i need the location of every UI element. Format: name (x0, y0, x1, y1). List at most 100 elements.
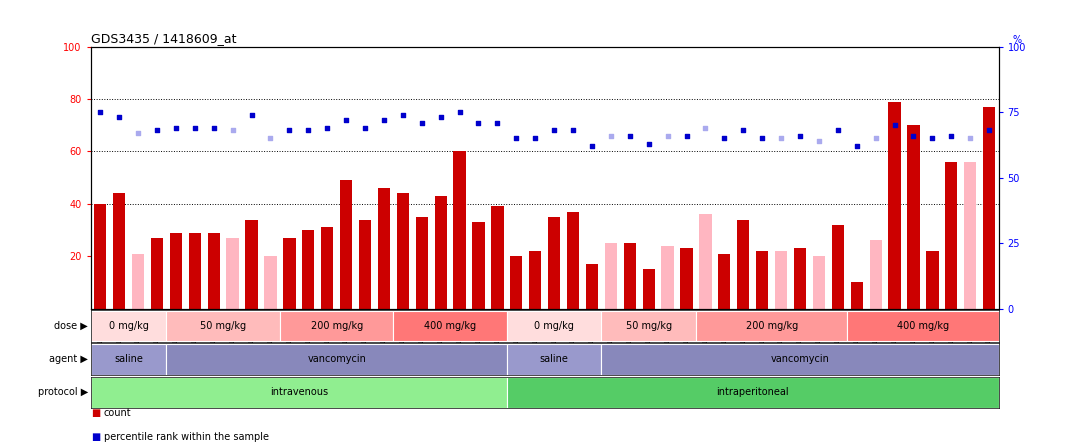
Bar (454, 151, 466, 309)
Bar (396, 193, 409, 309)
Bar (359, 219, 372, 309)
Bar (832, 225, 844, 309)
Text: ■: ■ (91, 432, 100, 442)
Point (867, 135, 884, 142)
Bar (507, 344, 601, 375)
Point (168, 124, 185, 131)
Bar (529, 251, 541, 309)
Bar (643, 269, 655, 309)
Bar (472, 222, 485, 309)
Point (848, 143, 865, 150)
Bar (756, 251, 768, 309)
Point (735, 127, 752, 134)
Point (394, 111, 411, 118)
Bar (850, 282, 863, 309)
Bar (167, 310, 280, 341)
Bar (378, 188, 390, 309)
Bar (908, 125, 920, 309)
Point (886, 122, 904, 129)
Bar (435, 196, 446, 309)
Text: percentile rank within the sample: percentile rank within the sample (104, 432, 268, 442)
Point (546, 127, 563, 134)
Bar (586, 264, 598, 309)
Bar (718, 254, 731, 309)
Point (507, 135, 524, 142)
Bar (113, 193, 125, 309)
Bar (661, 246, 674, 309)
Bar (680, 248, 693, 309)
Point (244, 111, 261, 118)
Bar (264, 256, 277, 309)
Bar (601, 310, 696, 341)
Bar (91, 344, 167, 375)
Text: 50 mg/kg: 50 mg/kg (200, 321, 247, 331)
Bar (511, 256, 522, 309)
Point (754, 135, 771, 142)
Text: intraperitoneal: intraperitoneal (717, 388, 789, 397)
Point (565, 127, 582, 134)
Bar (321, 227, 333, 309)
Bar (507, 377, 999, 408)
Text: 200 mg/kg: 200 mg/kg (311, 321, 363, 331)
Bar (945, 162, 957, 309)
Point (470, 119, 487, 126)
Bar (507, 310, 601, 341)
Point (716, 135, 733, 142)
Point (375, 116, 392, 123)
Bar (189, 233, 201, 309)
Point (943, 132, 960, 139)
Bar (601, 344, 999, 375)
Text: vancomycin: vancomycin (308, 354, 366, 364)
Bar (847, 310, 999, 341)
Point (489, 119, 506, 126)
Bar (207, 233, 220, 309)
Bar (604, 243, 617, 309)
Point (659, 132, 676, 139)
Point (829, 127, 846, 134)
Bar (696, 310, 847, 341)
Bar (91, 377, 507, 408)
Text: 400 mg/kg: 400 mg/kg (424, 321, 476, 331)
Point (980, 127, 998, 134)
Bar (340, 180, 352, 309)
Bar (964, 162, 976, 309)
Point (205, 124, 222, 131)
Point (602, 132, 619, 139)
Point (186, 124, 203, 131)
Point (791, 132, 808, 139)
Point (357, 124, 374, 131)
Bar (926, 251, 939, 309)
Text: ■: ■ (91, 408, 100, 418)
Bar (624, 243, 635, 309)
Bar (794, 248, 806, 309)
Text: %: % (1012, 36, 1021, 45)
Point (148, 127, 166, 134)
Point (527, 135, 544, 142)
Text: 50 mg/kg: 50 mg/kg (626, 321, 672, 331)
Point (413, 119, 430, 126)
Bar (889, 102, 900, 309)
Bar (167, 344, 507, 375)
Bar (151, 238, 163, 309)
Text: vancomycin: vancomycin (770, 354, 830, 364)
Text: agent ▶: agent ▶ (49, 354, 88, 364)
Bar (246, 219, 257, 309)
Bar (548, 217, 561, 309)
Bar (775, 251, 787, 309)
Text: dose ▶: dose ▶ (54, 321, 88, 331)
Text: GDS3435 / 1418609_at: GDS3435 / 1418609_at (91, 32, 236, 45)
Point (678, 132, 695, 139)
Text: 0 mg/kg: 0 mg/kg (109, 321, 148, 331)
Bar (393, 310, 507, 341)
Point (451, 108, 468, 115)
Bar (226, 238, 239, 309)
Text: 400 mg/kg: 400 mg/kg (897, 321, 949, 331)
Bar (132, 254, 144, 309)
Bar (283, 238, 296, 309)
Bar (983, 107, 995, 309)
Point (622, 132, 639, 139)
Point (924, 135, 941, 142)
Bar (700, 214, 711, 309)
Bar (170, 233, 182, 309)
Text: protocol ▶: protocol ▶ (37, 388, 88, 397)
